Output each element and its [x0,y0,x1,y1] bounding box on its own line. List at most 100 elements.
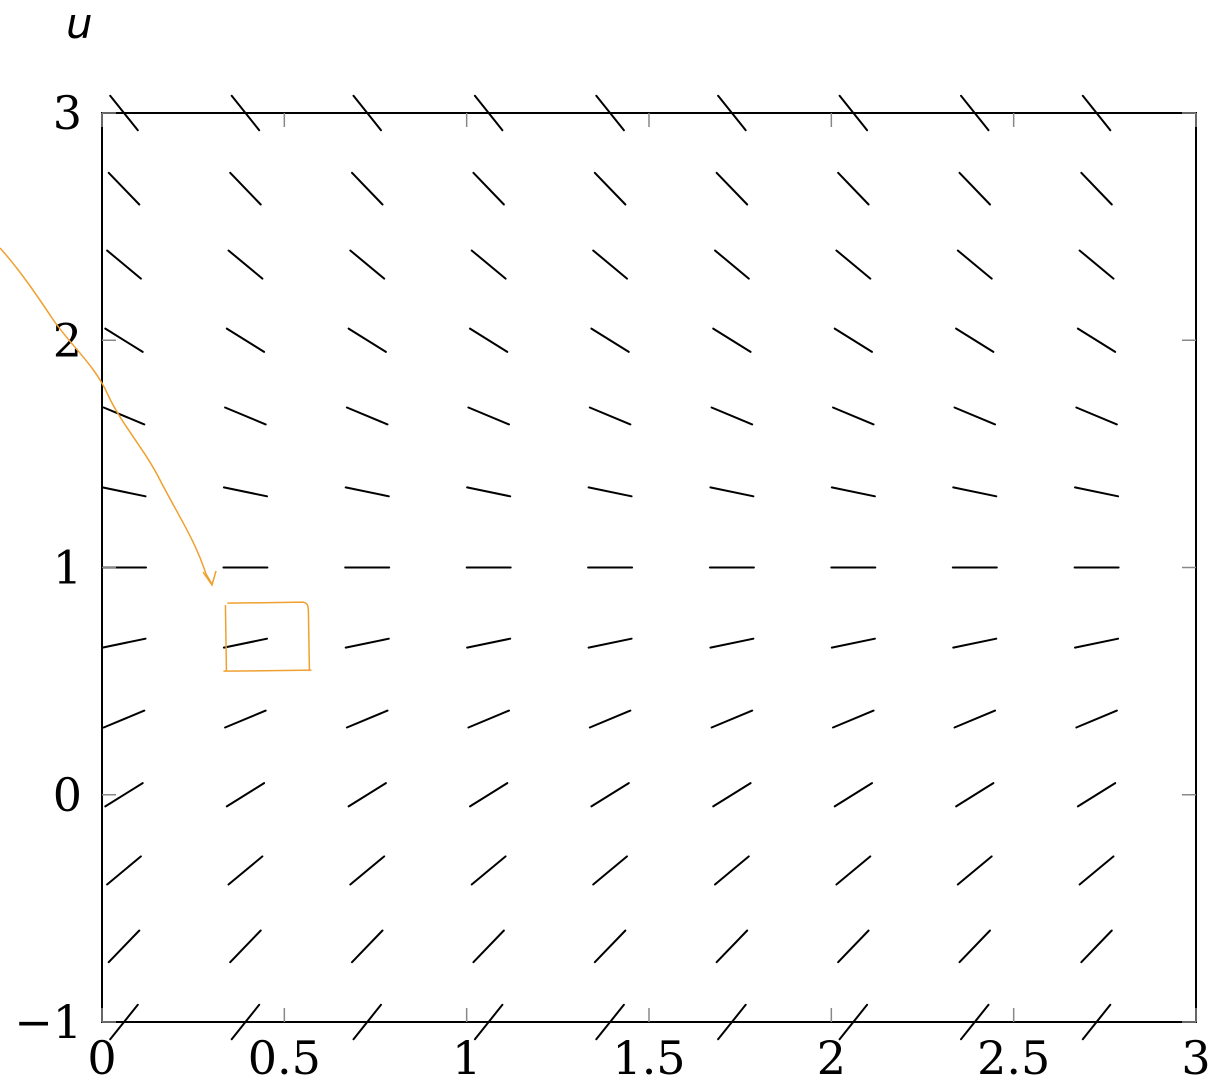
slope-segment [1076,782,1117,808]
slope-segment [225,782,266,808]
slope-segment [593,929,627,964]
x-tick-label: 1 [452,1031,481,1085]
slope-segment [1078,249,1115,280]
slope-segment [229,929,262,964]
slope-segment [344,637,390,649]
slope-segment [1074,637,1120,649]
slope-segment [590,782,630,808]
x-tick-label: 2 [817,1031,846,1085]
slope-segments [101,94,1120,1041]
slope-segment [715,171,749,206]
slope-segment [107,929,141,964]
slope-segment [224,406,267,426]
slope-segment [592,855,628,886]
annotation-highlight-box [223,601,312,672]
slope-segment [832,709,875,729]
slope-segment [229,171,262,206]
slope-segment [102,709,146,729]
slope-segment [837,929,870,964]
slope-segment [590,327,630,353]
slope-segment [469,782,509,808]
y-tick-label: −1 [14,995,82,1049]
slope-segment [953,709,997,729]
slope-segment [714,249,750,280]
slope-segment [106,855,142,886]
slope-segment [714,855,750,886]
slope-segment [470,855,507,886]
slope-segment [587,637,633,649]
x-tick-label: 2.5 [977,1031,1050,1085]
slope-segment [345,709,389,729]
y-tick-label: 2 [53,313,82,367]
slope-segment [1075,406,1118,426]
slope-segment [344,486,390,498]
slope-segment [347,782,387,808]
slope-segment [1076,327,1117,353]
y-tick-label: 3 [53,86,82,140]
x-tick-label: 0.5 [248,1031,321,1085]
slope-segment [101,486,147,498]
slope-segment [227,855,264,886]
annotation-arrowhead [202,570,217,587]
slope-segment [107,171,141,206]
slope-segment [1080,929,1113,964]
slope-segment [709,486,755,498]
slope-segment [710,709,754,729]
slope-segment [227,249,264,280]
slope-segment [222,486,268,498]
slope-segment [592,249,628,280]
slope-segment [955,327,995,353]
slope-segment [837,171,870,206]
y-tick-label: 1 [53,541,82,595]
x-tick-label: 3 [1181,1031,1210,1085]
slope-segment [467,406,510,426]
annotation-arrow [0,247,213,585]
slope-segment [952,486,998,498]
slope-segment [469,327,509,353]
slope-segment [715,929,749,964]
slope-segment [466,486,512,498]
slope-segment [104,327,144,353]
slope-segment [1078,855,1115,886]
slope-segment [472,929,505,964]
slope-segment [958,171,991,206]
slope-segment [835,855,872,886]
x-tick-label: 0 [87,1031,116,1085]
slope-segment [958,929,991,964]
slope-segment [470,249,507,280]
slope-segment [349,249,386,280]
slope-segment [1074,486,1120,498]
slope-segment [955,782,995,808]
slope-segment [587,486,633,498]
slope-segment [835,249,872,280]
slope-segment [106,249,142,280]
slope-segment [956,855,993,886]
slope-segment [1075,709,1118,729]
y-tick-label: 0 [53,768,82,822]
slope-segment [349,855,386,886]
axis-ticks [101,112,1197,1023]
slope-segment [712,782,752,808]
slope-segment [1080,171,1113,206]
slope-segment [351,171,384,206]
slope-segment [588,709,632,729]
slope-segment [830,637,876,649]
slope-segment [467,709,510,729]
slope-segment [952,637,998,649]
slope-segment [953,406,997,426]
slope-segment [833,782,873,808]
slope-segment [588,406,632,426]
slope-segment [222,637,268,649]
slope-segment [224,709,267,729]
slope-segment [593,171,627,206]
slope-segment [466,637,512,649]
slope-segment [956,249,993,280]
x-tick-label: 1.5 [612,1031,685,1085]
slope-segment [351,929,384,964]
slope-segment [710,406,754,426]
slope-segment [833,327,873,353]
slope-segment [225,327,266,353]
slope-segment [830,486,876,498]
